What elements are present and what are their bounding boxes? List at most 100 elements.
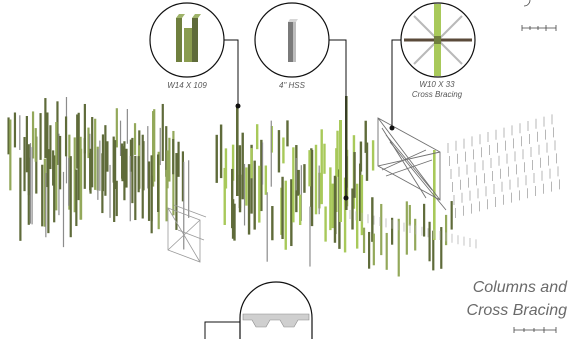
column-member xyxy=(123,141,126,201)
column-member xyxy=(365,142,369,181)
column-member xyxy=(231,168,234,229)
column-member xyxy=(281,176,284,239)
column-member xyxy=(89,152,92,191)
column-member xyxy=(168,137,171,182)
column-member xyxy=(247,164,251,235)
column-member xyxy=(131,137,134,204)
column-member xyxy=(324,206,327,242)
column-member xyxy=(255,124,259,150)
column-member xyxy=(43,158,46,227)
title-line2: Cross Bracing xyxy=(467,302,568,319)
column-member xyxy=(297,169,300,196)
column-member xyxy=(414,218,417,251)
column-member xyxy=(253,160,256,230)
column-member xyxy=(282,137,285,164)
column-member xyxy=(215,134,218,183)
column-member xyxy=(359,141,363,172)
column-member xyxy=(113,159,116,222)
column-member xyxy=(290,179,293,247)
column-member xyxy=(59,135,62,190)
grid-dashes xyxy=(349,114,560,249)
column-member xyxy=(408,204,411,226)
column-member xyxy=(104,125,107,196)
column-member xyxy=(129,139,132,172)
corner-mark xyxy=(523,0,531,7)
column-member xyxy=(183,161,185,250)
column-member xyxy=(300,165,302,221)
column-member xyxy=(69,156,72,238)
column-member xyxy=(238,145,242,209)
column-member xyxy=(231,144,235,181)
column-member xyxy=(360,174,364,236)
column-member xyxy=(58,133,60,216)
leader-dot-bracing xyxy=(389,125,395,131)
column-member xyxy=(77,112,80,201)
column-member xyxy=(75,169,78,227)
column-member xyxy=(62,171,65,248)
column-member xyxy=(68,157,70,206)
column-member xyxy=(286,120,289,147)
column-member xyxy=(219,124,223,179)
column-member xyxy=(243,163,246,226)
column-member xyxy=(231,199,235,239)
column-member xyxy=(91,117,94,188)
column-member xyxy=(13,112,17,148)
label-w14: W14 X 109 xyxy=(167,81,207,90)
column-member xyxy=(47,149,50,234)
column-member xyxy=(152,111,155,187)
column-member xyxy=(31,147,33,225)
column-member xyxy=(126,109,128,144)
column-member xyxy=(109,164,111,218)
column-member xyxy=(264,165,268,195)
column-member xyxy=(329,167,332,231)
column-member xyxy=(56,101,59,165)
column-member xyxy=(147,126,149,189)
column-member xyxy=(380,203,383,256)
column-member xyxy=(314,144,318,215)
column-member xyxy=(331,183,334,229)
column-member xyxy=(405,201,408,255)
column-member xyxy=(55,122,58,211)
column-member xyxy=(25,115,28,173)
column-member xyxy=(83,138,86,189)
column-member xyxy=(233,203,236,241)
column-member xyxy=(423,203,426,237)
column-member xyxy=(310,148,313,207)
column-member xyxy=(7,117,10,155)
label-bracing-line1: W10 X 33 xyxy=(419,80,455,89)
column-member xyxy=(157,154,160,212)
column-member xyxy=(391,217,394,245)
column-member xyxy=(73,137,76,213)
label-bracing-line2: Cross Bracing xyxy=(412,90,463,99)
column-member xyxy=(295,158,297,191)
column-member xyxy=(362,227,366,253)
column-member xyxy=(339,120,342,222)
column-member xyxy=(44,98,47,158)
column-member xyxy=(303,164,306,193)
callout-hss xyxy=(254,2,330,78)
column-member xyxy=(49,125,52,170)
column-member xyxy=(351,188,354,230)
hss-tube-icon xyxy=(288,19,298,62)
column-member xyxy=(372,233,375,266)
column-member xyxy=(250,144,253,214)
column-member xyxy=(68,134,71,210)
column-member xyxy=(432,230,435,271)
column-field xyxy=(7,96,453,277)
column-member xyxy=(284,180,287,250)
column-member xyxy=(166,150,169,189)
column-member xyxy=(368,231,371,269)
column-member xyxy=(245,167,248,206)
column-member xyxy=(355,183,359,249)
column-member xyxy=(87,127,90,159)
column-member xyxy=(133,123,137,155)
column-member xyxy=(134,155,137,221)
column-member xyxy=(31,111,35,159)
column-member xyxy=(101,153,104,214)
label-hss: 4" HSS xyxy=(279,81,306,90)
column-member xyxy=(371,197,374,242)
column-member xyxy=(137,156,140,193)
title-line1: Columns and xyxy=(473,279,568,296)
column-member xyxy=(364,120,367,153)
